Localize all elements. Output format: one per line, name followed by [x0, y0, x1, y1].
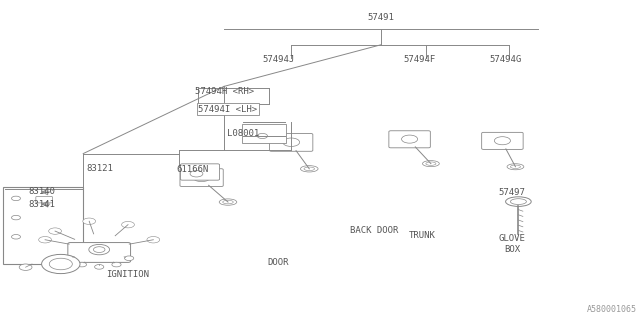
Text: DOOR: DOOR	[268, 258, 289, 267]
Text: 83141: 83141	[29, 200, 56, 209]
Circle shape	[93, 247, 105, 252]
Text: A580001065: A580001065	[587, 305, 637, 314]
Circle shape	[122, 221, 134, 228]
Text: 57494G: 57494G	[490, 55, 522, 64]
Text: 83140: 83140	[29, 188, 56, 196]
Circle shape	[283, 138, 300, 147]
Circle shape	[77, 262, 86, 267]
Circle shape	[65, 256, 74, 260]
Circle shape	[112, 262, 121, 267]
Text: 57494I <LH>: 57494I <LH>	[198, 105, 257, 114]
Circle shape	[193, 173, 210, 182]
Circle shape	[494, 137, 511, 145]
Ellipse shape	[511, 165, 520, 168]
Circle shape	[83, 218, 95, 224]
Bar	[3, 187, 83, 264]
Ellipse shape	[304, 167, 314, 171]
FancyBboxPatch shape	[389, 131, 430, 148]
Text: 57497: 57497	[499, 188, 525, 197]
Circle shape	[49, 258, 72, 270]
Text: 83121: 83121	[86, 164, 113, 172]
Ellipse shape	[426, 162, 436, 165]
FancyBboxPatch shape	[180, 164, 220, 180]
Circle shape	[89, 244, 109, 255]
Ellipse shape	[511, 199, 527, 204]
Circle shape	[95, 265, 104, 269]
Text: 57494F: 57494F	[403, 55, 435, 64]
Circle shape	[12, 235, 20, 239]
Circle shape	[42, 254, 80, 274]
FancyBboxPatch shape	[269, 133, 313, 151]
Ellipse shape	[223, 200, 234, 204]
Text: L08001: L08001	[227, 129, 259, 138]
FancyBboxPatch shape	[242, 124, 286, 143]
Circle shape	[38, 236, 51, 243]
Circle shape	[19, 264, 32, 270]
FancyBboxPatch shape	[482, 132, 523, 149]
FancyBboxPatch shape	[180, 169, 223, 187]
Ellipse shape	[507, 164, 524, 170]
Ellipse shape	[300, 166, 318, 172]
Ellipse shape	[219, 199, 237, 205]
Text: IGNITION: IGNITION	[106, 270, 150, 279]
Circle shape	[257, 133, 268, 139]
Circle shape	[12, 196, 20, 201]
Text: 61166N: 61166N	[176, 165, 208, 174]
Circle shape	[125, 256, 134, 260]
FancyBboxPatch shape	[36, 196, 52, 203]
Ellipse shape	[506, 197, 531, 206]
Circle shape	[49, 228, 61, 234]
Text: GLOVE
BOX: GLOVE BOX	[499, 234, 525, 254]
Text: 57491: 57491	[367, 13, 394, 22]
Text: TRUNK: TRUNK	[409, 231, 436, 240]
Circle shape	[147, 236, 160, 243]
Text: BACK DOOR: BACK DOOR	[350, 226, 399, 235]
Circle shape	[401, 135, 418, 143]
Ellipse shape	[422, 161, 439, 167]
Text: 57494J: 57494J	[262, 55, 294, 64]
Circle shape	[190, 171, 203, 177]
FancyBboxPatch shape	[68, 243, 131, 262]
Circle shape	[12, 215, 20, 220]
Text: 57494H <RH>: 57494H <RH>	[195, 87, 254, 96]
